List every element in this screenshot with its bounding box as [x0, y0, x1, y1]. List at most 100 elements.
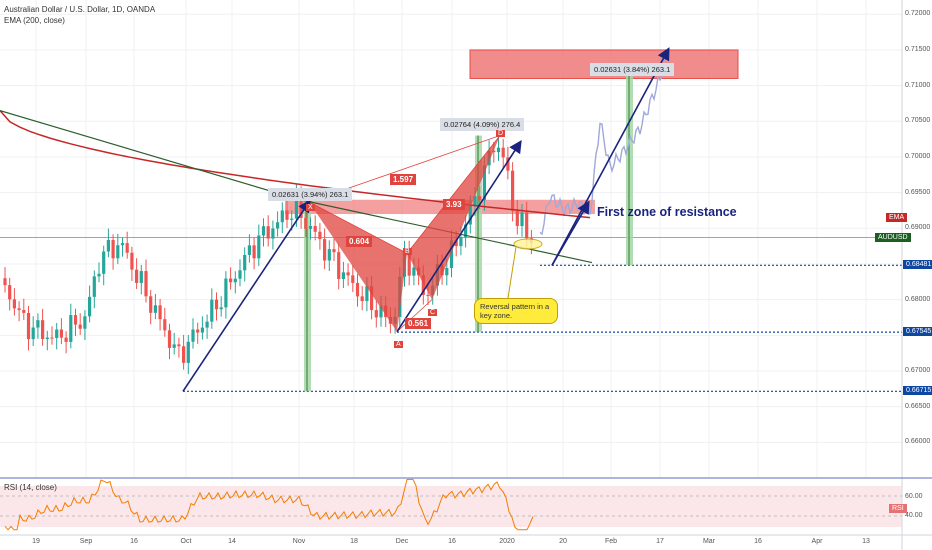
price-tick-label: 0.66000 — [905, 438, 931, 446]
candle — [233, 278, 237, 283]
candle — [88, 296, 92, 317]
candle — [290, 218, 294, 220]
candle — [492, 150, 496, 153]
candle — [120, 243, 125, 246]
point-b: B — [403, 248, 412, 255]
price-tag: 0.66715 — [903, 386, 932, 396]
ratio-label-3: 0.604 — [346, 236, 373, 247]
price-tick-label: 0.70500 — [905, 117, 931, 125]
candle — [125, 243, 129, 253]
candle — [41, 320, 45, 339]
candle — [506, 157, 510, 171]
time-tick-label: 16 — [130, 538, 138, 545]
candle — [78, 324, 82, 329]
candle — [445, 267, 449, 276]
chart-title: Australian Dollar / U.S. Dollar, 1D, OAN… — [4, 5, 156, 14]
candle — [525, 212, 529, 239]
candle — [252, 245, 256, 259]
rsi-level-60: 60.00 — [905, 493, 923, 500]
candle — [214, 299, 219, 310]
candle — [407, 250, 411, 276]
candle — [351, 275, 355, 283]
candle — [318, 231, 322, 240]
point-a: A — [394, 341, 403, 348]
price-tick-label: 0.69500 — [905, 188, 931, 196]
candle — [473, 196, 477, 206]
price-tick-label: 0.72000 — [905, 10, 931, 18]
candle — [219, 307, 223, 310]
time-tick-label: Oct — [180, 538, 192, 545]
candle — [205, 321, 209, 328]
rsi-level-40: 40.00 — [905, 512, 923, 519]
candle — [92, 276, 96, 297]
reversal-highlight — [513, 238, 543, 250]
candle — [449, 240, 454, 268]
candle — [210, 299, 214, 322]
trend-arrow — [551, 47, 670, 266]
candle — [468, 205, 472, 225]
candle — [116, 245, 120, 259]
candle — [12, 299, 16, 309]
candle — [327, 249, 331, 261]
trend-arrow — [182, 199, 311, 392]
candle — [374, 310, 378, 318]
time-tick-label: Mar — [702, 538, 716, 545]
candle — [64, 337, 68, 342]
candle — [454, 240, 458, 247]
rsi-panel — [0, 478, 902, 531]
candle — [22, 310, 26, 313]
candle — [365, 286, 369, 302]
price-tick-label: 0.71500 — [905, 45, 931, 53]
trend-arrows — [182, 47, 670, 392]
candle — [31, 327, 35, 340]
time-tick-label: Nov — [292, 538, 306, 545]
candle — [323, 239, 327, 261]
pattern-line — [396, 299, 433, 333]
candle — [158, 305, 162, 320]
ratio-label-2: 3.93 — [443, 199, 465, 210]
candle — [36, 320, 40, 328]
measure-label-1: 0.02631 (3.94%) 263.1 — [268, 188, 353, 201]
price-tag: EMA — [886, 212, 908, 222]
time-tick-label: 16 — [448, 538, 456, 545]
candle — [106, 239, 110, 252]
trend-arrow — [396, 140, 522, 333]
pattern-triangle-1 — [309, 201, 407, 332]
candle — [224, 278, 228, 308]
candle — [167, 330, 172, 348]
candle — [346, 272, 350, 276]
price-tick-label: 0.70000 — [905, 152, 931, 160]
price-tick-label: 0.68000 — [905, 295, 931, 303]
time-tick-label: 18 — [350, 538, 358, 545]
candle — [276, 222, 280, 229]
candle — [139, 271, 143, 283]
candle — [294, 194, 298, 219]
candle — [261, 226, 266, 236]
rsi-line — [4, 478, 534, 531]
candle — [271, 228, 275, 239]
candle — [153, 305, 157, 313]
candle — [8, 285, 12, 300]
candle — [177, 344, 181, 347]
time-tick-label: 17 — [656, 538, 664, 545]
price-tick-label: 0.69000 — [905, 224, 931, 232]
candle — [130, 252, 134, 270]
candle — [172, 344, 176, 348]
projection-path — [539, 51, 669, 236]
time-tick-label: 2020 — [499, 538, 515, 545]
pattern-triangle-2 — [407, 135, 500, 300]
price-tick-label: 0.67000 — [905, 366, 931, 374]
time-tick-label: Dec — [395, 538, 409, 545]
time-tick-label: Feb — [604, 538, 618, 545]
candle — [520, 212, 524, 227]
indicator-label: EMA (200, close) — [4, 16, 65, 25]
candle — [482, 165, 486, 201]
time-tick-label: 14 — [228, 538, 236, 545]
time-tick-label: 13 — [862, 538, 870, 545]
candle — [238, 270, 242, 279]
candle — [337, 252, 341, 279]
candle — [501, 147, 505, 158]
projection-line — [539, 51, 669, 236]
candle — [97, 273, 101, 277]
